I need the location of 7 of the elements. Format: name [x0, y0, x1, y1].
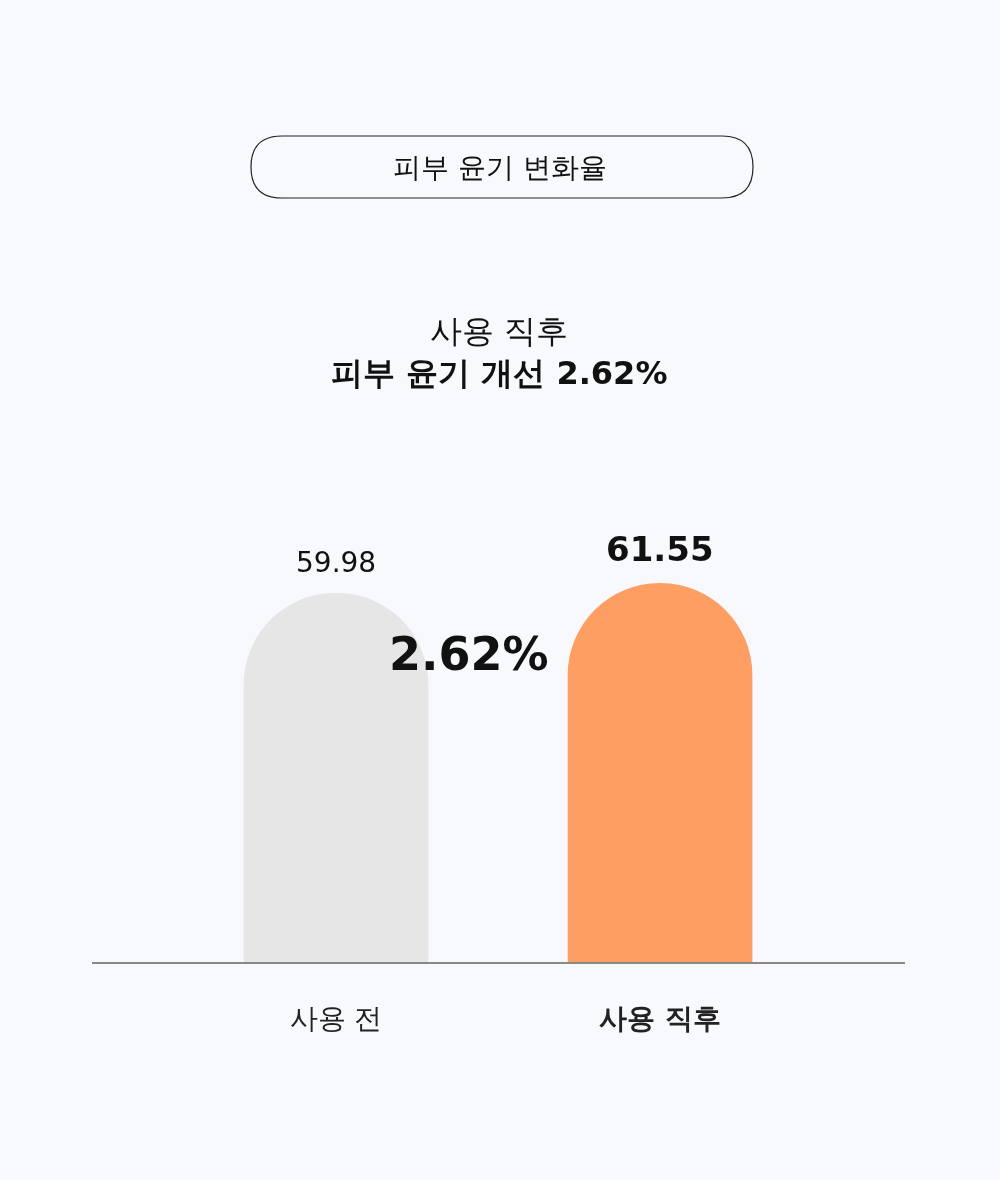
- data-label: 61.55: [606, 529, 714, 569]
- annotation: 2.62%: [389, 627, 549, 681]
- x-tick-label: 사용 전: [289, 1001, 383, 1035]
- chart-title: 피부 윤기 변화율: [393, 150, 607, 184]
- data-label: 59.98: [296, 546, 377, 579]
- x-tick-label: 사용 직후: [599, 1001, 721, 1035]
- chart-subtitle: 사용 직후 피부 윤기 개선 2.62%: [331, 312, 668, 392]
